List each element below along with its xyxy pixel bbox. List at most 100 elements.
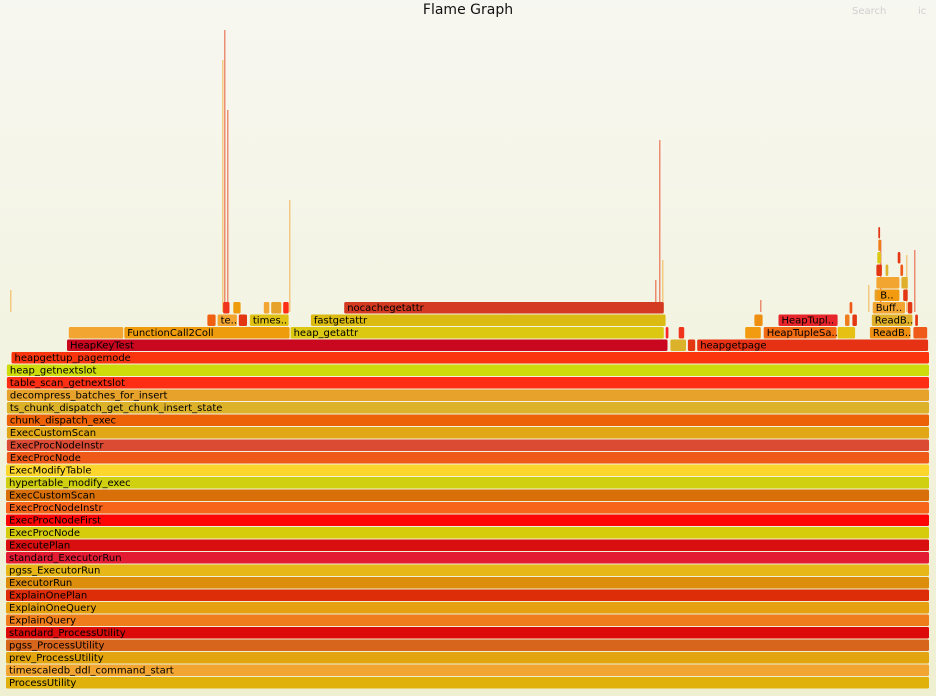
spike-frame — [659, 140, 661, 312]
frame-explainquery[interactable]: ExplainQuery — [6, 614, 929, 627]
frame-label: heap_getnextslot — [10, 366, 97, 377]
frame-execmodifytable[interactable]: ExecModifyTable — [6, 464, 929, 477]
frame-bar — [678, 327, 685, 339]
frame-fastgetattr[interactable]: fastgetattr — [310, 314, 666, 327]
frame-unnamed[interactable] — [670, 339, 686, 352]
frame-bar — [6, 552, 929, 564]
frame-pgss_processutility[interactable]: pgss_ProcessUtility — [6, 639, 929, 652]
spike-frame — [227, 110, 229, 312]
frame-heapgetpage[interactable]: heapgetpage — [697, 339, 929, 352]
frame-bar — [852, 314, 857, 326]
frame-heapgettup_pagemode[interactable]: heapgettup_pagemode — [11, 352, 930, 364]
frame-pgss_executorrun[interactable]: pgss_ExecutorRun — [6, 564, 929, 577]
frame-standard_processutility[interactable]: standard_ProcessUtility — [6, 627, 929, 639]
frame-bar — [11, 352, 929, 364]
frame-unnamed[interactable] — [897, 252, 901, 264]
frame-readb-[interactable]: ReadB.. — [869, 327, 911, 339]
frame-bar — [6, 502, 929, 514]
frame-processutility[interactable]: ProcessUtility — [6, 677, 929, 689]
thin-frame-spikes — [10, 30, 916, 312]
frame-unnamed[interactable] — [849, 302, 853, 314]
frame-execprocnodefirst[interactable]: ExecProcNodeFirst — [6, 514, 929, 527]
frame-unnamed[interactable] — [885, 264, 889, 277]
frame-unnamed[interactable] — [837, 327, 856, 339]
frame-unnamed[interactable] — [271, 302, 282, 314]
frame-timescaledb_ddl_command_start[interactable]: timescaledb_ddl_command_start — [6, 664, 929, 677]
frame-unnamed[interactable] — [223, 302, 230, 314]
frame-execcustomscan[interactable]: ExecCustomScan — [6, 489, 929, 502]
spike-frame — [222, 60, 224, 312]
frame-bar — [849, 302, 853, 314]
frame-bar — [845, 314, 850, 326]
frame-unnamed[interactable] — [852, 314, 857, 327]
frame-unnamed[interactable] — [68, 327, 124, 339]
frame-decompress_batches_for_insert[interactable]: decompress_batches_for_insert — [6, 389, 929, 402]
spike-frame — [760, 300, 762, 312]
frame-bar — [6, 452, 929, 464]
frame-explainonequery[interactable]: ExplainOneQuery — [6, 602, 929, 614]
frame-label: heapgetpage — [700, 341, 766, 352]
frame-bar — [310, 314, 666, 326]
frame-unnamed[interactable] — [907, 302, 913, 314]
frame-heap_getnextslot[interactable]: heap_getnextslot — [6, 364, 929, 377]
frame-executorrun[interactable]: ExecutorRun — [6, 577, 929, 589]
frame-heapkeytest[interactable]: HeapKeyTest — [67, 339, 668, 352]
frame-nocachegetattr[interactable]: nocachegetattr — [344, 302, 664, 314]
frame-prev_processutility[interactable]: prev_ProcessUtility — [6, 652, 929, 664]
frame-unnamed[interactable] — [903, 289, 908, 302]
frame-unnamed[interactable] — [283, 302, 289, 314]
frame-standard_executorrun[interactable]: standard_ExecutorRun — [6, 552, 929, 564]
frame-label: ExplainOneQuery — [9, 603, 96, 614]
frame-label: ReadB.. — [875, 316, 913, 327]
frame-unnamed[interactable] — [878, 239, 881, 252]
spike-frame — [914, 250, 916, 312]
frame-unnamed[interactable] — [901, 277, 908, 289]
frame-unnamed[interactable] — [233, 302, 241, 314]
frame-label: ReadB.. — [873, 328, 911, 339]
frame-unnamed[interactable] — [915, 314, 918, 327]
frame-unnamed[interactable] — [678, 327, 685, 339]
frame-heaptupl-[interactable]: HeapTupl.. — [778, 314, 838, 327]
frame-unnamed[interactable] — [745, 327, 761, 339]
frame-stack: ProcessUtilitytimescaledb_ddl_command_st… — [6, 227, 929, 689]
frame-label: timescaledb_ddl_command_start — [9, 666, 174, 677]
frame-times-[interactable]: times.. — [249, 314, 289, 327]
frame-buff-[interactable]: Buff.. — [872, 302, 905, 314]
frame-bar — [913, 327, 928, 339]
frame-label: standard_ExecutorRun — [9, 553, 122, 564]
frame-unnamed[interactable] — [665, 327, 669, 339]
search-button[interactable]: Search — [852, 6, 887, 17]
frame-execcustomscan[interactable]: ExecCustomScan — [6, 427, 929, 439]
frame-unnamed[interactable] — [878, 227, 881, 239]
frame-unnamed[interactable] — [687, 339, 696, 352]
frame-execprocnodeinstr[interactable]: ExecProcNodeInstr — [6, 439, 929, 452]
frame-unnamed[interactable] — [877, 252, 881, 264]
frame-heaptuplesa-[interactable]: HeapTupleSa.. — [763, 327, 838, 339]
frame-bar — [876, 264, 882, 276]
frame-unnamed[interactable] — [876, 277, 900, 289]
frame-te-[interactable]: te.. — [217, 314, 237, 327]
frame-execprocnode[interactable]: ExecProcNode — [6, 527, 929, 539]
frame-bar — [249, 314, 289, 326]
frame-unnamed[interactable] — [754, 314, 763, 327]
frame-execprocnode[interactable]: ExecProcNode — [6, 452, 929, 464]
frame-unnamed[interactable] — [263, 302, 270, 314]
frame-heap_getattr[interactable]: heap_getattr — [290, 327, 664, 339]
frame-unnamed[interactable] — [876, 264, 882, 277]
frame-b-[interactable]: B.. — [877, 289, 900, 302]
frame-executeplan[interactable]: ExecutePlan — [6, 539, 929, 552]
frame-explainoneplan[interactable]: ExplainOnePlan — [6, 589, 929, 602]
frame-unnamed[interactable] — [845, 314, 850, 327]
ignore-case-toggle[interactable]: ic — [918, 6, 927, 17]
frame-unnamed[interactable] — [238, 314, 247, 327]
frame-ts_chunk_dispatch_get_chunk_insert_state[interactable]: ts_chunk_dispatch_get_chunk_insert_state — [6, 402, 929, 414]
frame-execprocnodeinstr[interactable]: ExecProcNodeInstr — [6, 502, 929, 514]
frame-readb-[interactable]: ReadB.. — [871, 314, 913, 327]
frame-chunk_dispatch_exec[interactable]: chunk_dispatch_exec — [6, 414, 929, 427]
frame-table_scan_getnextslot[interactable]: table_scan_getnextslot — [6, 377, 929, 389]
frame-unnamed[interactable] — [207, 314, 216, 327]
frame-unnamed[interactable] — [913, 327, 928, 339]
frame-hypertable_modify_exec[interactable]: hypertable_modify_exec — [6, 477, 929, 489]
frame-functioncall2coll[interactable]: FunctionCall2Coll — [124, 327, 290, 339]
frame-unnamed[interactable] — [900, 264, 904, 277]
